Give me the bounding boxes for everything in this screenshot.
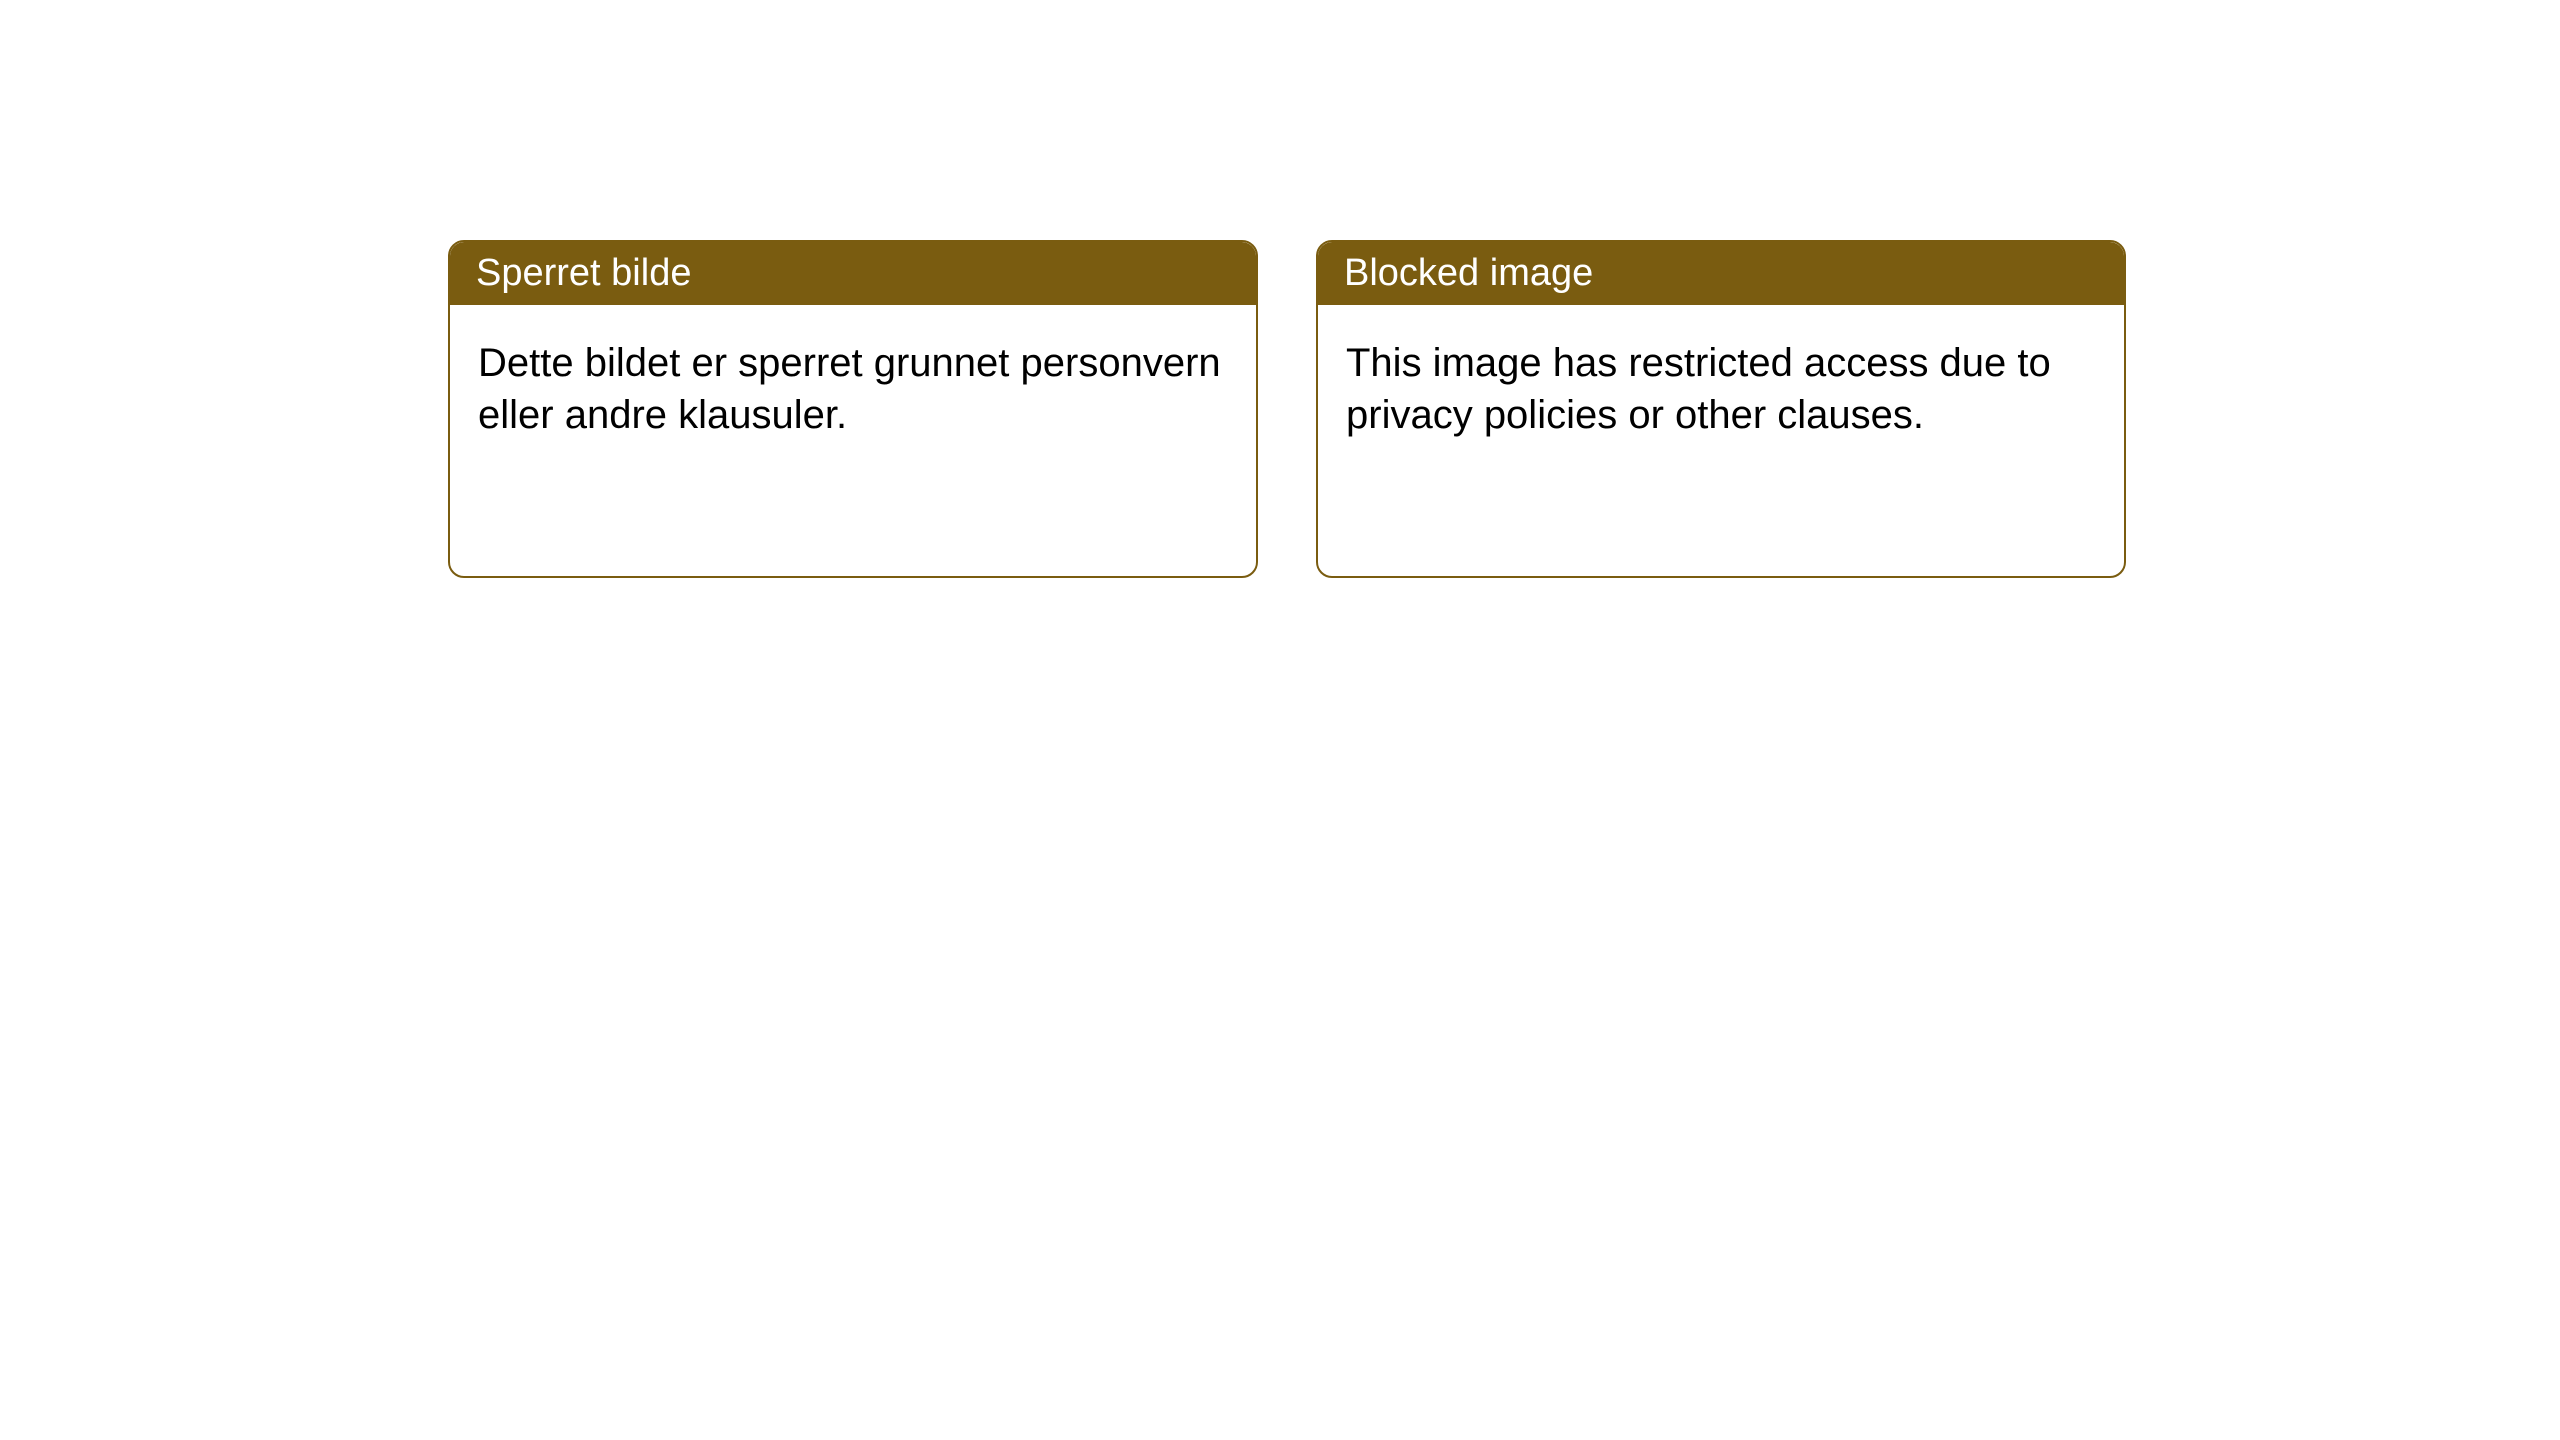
notice-card-header: Blocked image [1318,242,2124,305]
notice-card-body: Dette bildet er sperret grunnet personve… [450,305,1256,473]
notice-cards-container: Sperret bilde Dette bildet er sperret gr… [448,240,2126,578]
notice-card-english: Blocked image This image has restricted … [1316,240,2126,578]
notice-card-header: Sperret bilde [450,242,1256,305]
notice-card-body: This image has restricted access due to … [1318,305,2124,473]
notice-card-norwegian: Sperret bilde Dette bildet er sperret gr… [448,240,1258,578]
